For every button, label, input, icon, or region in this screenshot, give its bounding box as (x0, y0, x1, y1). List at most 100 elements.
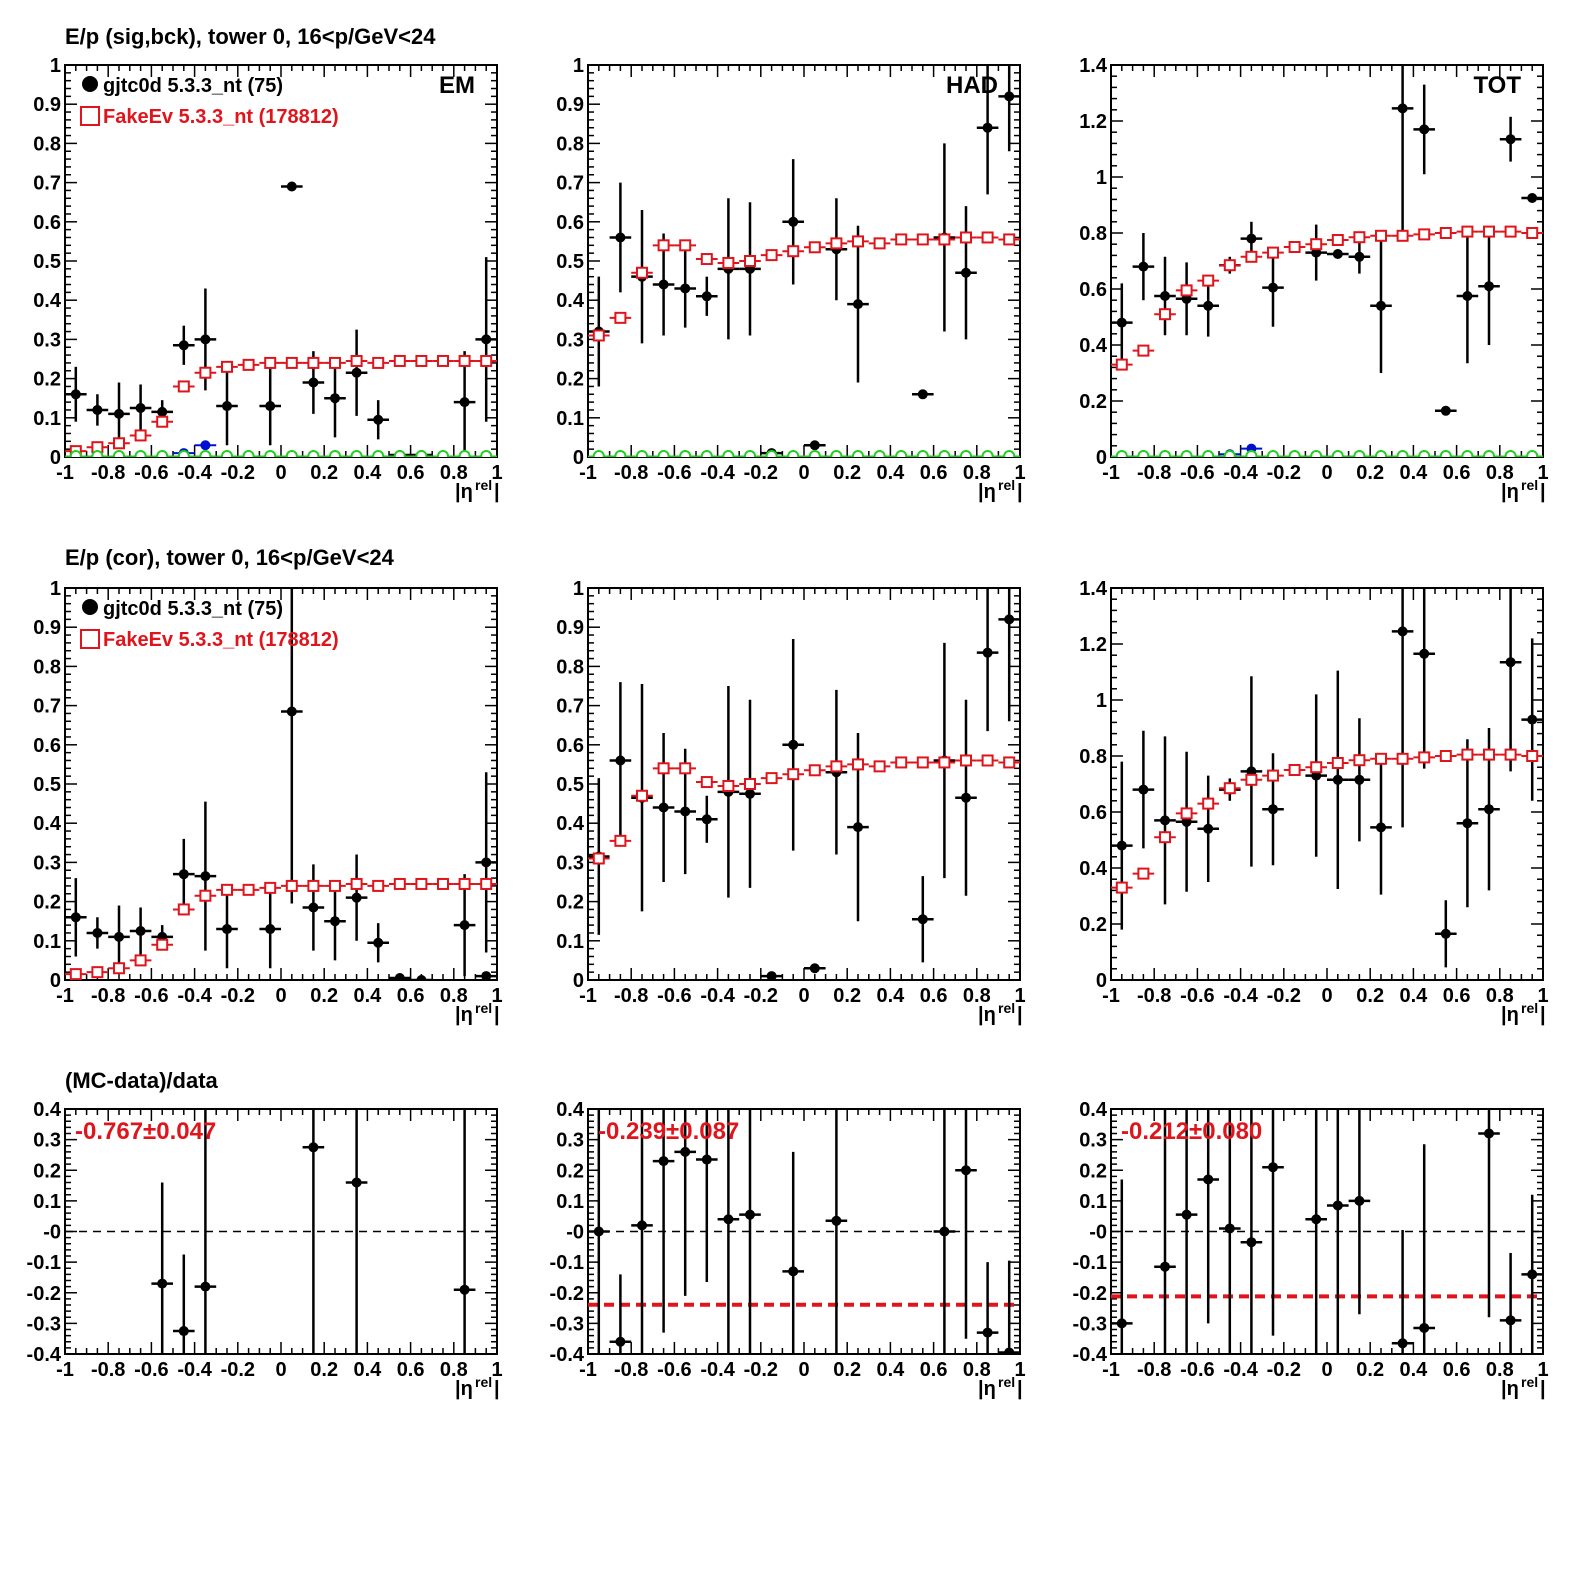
green-point (1331, 450, 1344, 457)
x-tick-label: 0.2 (1356, 462, 1384, 484)
y-tick-label: 0.4 (1079, 1099, 1108, 1121)
y-tick-label: -0.1 (1073, 1252, 1107, 1274)
x-tick-label: -0.2 (221, 462, 255, 484)
panel-tot-ratio: -1 -0.8 -0.6 -0.4 -0.2 0 0.2 0.4 0.6 0.8 1 |η rel | -0… (1073, 1099, 1549, 1400)
panel-em-cor: -1 -0.8 -0.6 -0.4 -0.2 0 0.2 0.4 0.6 0.8 1 |η rel | 0 0… (33, 578, 502, 1026)
mc-point (329, 356, 341, 369)
x-axis-title: |η (1501, 1004, 1519, 1026)
y-tick-label: 0.7 (556, 173, 584, 195)
green-point (744, 450, 756, 457)
data-point (70, 389, 81, 400)
fit-result-label: -0.212±0.080 (1121, 1118, 1262, 1145)
x-axis-title-bar: | (494, 1004, 500, 1026)
x-axis-title-sup: rel (1521, 477, 1538, 493)
y-tick-label: 0.6 (33, 735, 61, 757)
green-point (916, 450, 929, 457)
y-tick-label: 0.8 (556, 656, 584, 678)
y-tick-label: -0.1 (550, 1252, 584, 1274)
mc-point (199, 366, 212, 379)
mc-point (873, 760, 886, 773)
x-axis-title-bar: | (1540, 1378, 1546, 1400)
panel-label: HAD (946, 72, 998, 99)
mc-point (350, 354, 363, 367)
data-point (351, 1177, 362, 1188)
x-tick-label: -0.8 (1137, 1359, 1171, 1381)
data-point (1462, 818, 1473, 829)
x-axis-title-sup: rel (1521, 1000, 1538, 1016)
x-tick-label: 0.4 (1399, 985, 1428, 1007)
mc-point (1310, 238, 1323, 251)
y-tick-label: 0.2 (556, 892, 584, 914)
data-point (157, 1278, 168, 1289)
mc-point (437, 354, 449, 367)
data-point (1484, 1128, 1494, 1139)
green-point (1418, 450, 1431, 457)
mc-point (765, 772, 778, 785)
data-point (680, 1146, 691, 1157)
mc-point (830, 760, 843, 773)
y-tick-label: 0 (1096, 447, 1107, 469)
data-point (1004, 91, 1015, 102)
x-tick-label: -0.4 (700, 985, 735, 1007)
y-tick-label: 1 (1096, 167, 1107, 189)
y-tick-label: 0.1 (556, 1191, 584, 1213)
y-tick-label: 0.7 (556, 696, 584, 718)
x-tick-label: 1 (491, 1359, 502, 1381)
x-tick-label: 0 (798, 985, 809, 1007)
data-point (1160, 291, 1170, 301)
data-point (1484, 804, 1494, 815)
data-point (1354, 1195, 1365, 1206)
mc-point (1461, 748, 1474, 761)
data-point (1527, 193, 1538, 203)
y-tick-label: 1 (1096, 690, 1107, 712)
mc-point (916, 756, 929, 769)
mc-point (981, 231, 994, 244)
data-point (1203, 823, 1214, 834)
y-tick-label: 0.1 (33, 408, 61, 430)
mc-point (1331, 234, 1344, 246)
x-tick-label: 0.8 (963, 462, 991, 484)
green-point (177, 450, 190, 457)
x-tick-label: 0.4 (353, 1359, 382, 1381)
data-point (917, 914, 928, 925)
x-tick-label: 0 (1321, 462, 1332, 484)
mc-point (787, 245, 800, 258)
x-axis-title: |η (455, 1378, 473, 1400)
data-point (1527, 714, 1538, 725)
mc-point (329, 879, 341, 892)
x-tick-label: 0.4 (876, 985, 905, 1007)
x-tick-label: -0.4 (177, 462, 212, 484)
x-axis-title-bar: | (1017, 481, 1023, 503)
data-point (853, 299, 863, 310)
x-tick-label: 1 (1014, 462, 1025, 484)
mc-point (1202, 797, 1215, 810)
x-tick-label: -1 (579, 462, 597, 484)
x-tick-label: 0.2 (1356, 1359, 1384, 1381)
legend-mc-marker (80, 629, 100, 649)
green-point (1267, 450, 1279, 457)
mc-point (744, 778, 756, 790)
y-tick-label: 0.9 (556, 617, 584, 639)
x-tick-label: -0.8 (91, 985, 125, 1007)
green-point (808, 450, 821, 457)
y-tick-label: -0.2 (27, 1283, 61, 1305)
x-tick-label: 0.2 (833, 985, 861, 1007)
green-point (1310, 450, 1323, 457)
green-point (873, 450, 886, 457)
x-tick-label: -1 (56, 985, 74, 1007)
y-tick-label: 0.4 (1079, 335, 1108, 357)
data-point (658, 279, 669, 290)
green-point (285, 450, 298, 457)
y-tick-label: 0.4 (33, 290, 62, 312)
mc-point (393, 877, 406, 890)
x-tick-label: 0.4 (353, 985, 382, 1007)
x-axis-title-sup: rel (998, 1374, 1015, 1390)
series-group (1111, 588, 1543, 968)
data-point (135, 926, 146, 936)
x-tick-label: 0.8 (963, 1359, 991, 1381)
data-point (178, 869, 189, 880)
mc-point (480, 354, 493, 367)
data-point (330, 916, 340, 927)
legend-data-label: gjtc0d 5.3.3_nt (75) (103, 598, 283, 620)
mc-point (808, 764, 821, 777)
